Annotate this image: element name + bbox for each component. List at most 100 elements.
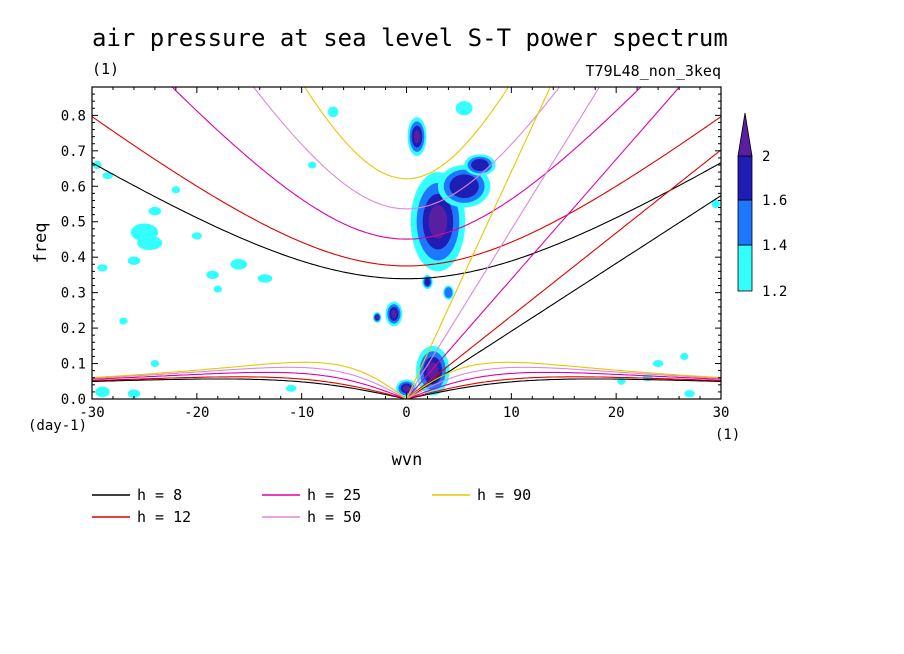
legend-entry: h = 90 bbox=[432, 486, 531, 504]
x-tick-label: -30 bbox=[79, 405, 104, 421]
contour-level-3 bbox=[428, 204, 448, 239]
contour-level-0 bbox=[327, 106, 339, 118]
contour-blob bbox=[191, 232, 203, 240]
y-unit-label: (day-1) bbox=[28, 418, 87, 434]
contour-level-0 bbox=[684, 390, 695, 398]
contour-level-0 bbox=[102, 172, 113, 180]
y-axis-label: freq bbox=[31, 223, 51, 264]
contour-blob bbox=[327, 106, 339, 118]
dispersion-curves-h8 bbox=[92, 162, 721, 399]
colorbar-segment bbox=[737, 199, 753, 246]
x-axis-label: wvn bbox=[392, 450, 423, 470]
contour-level-0 bbox=[680, 352, 689, 361]
contour-level-0 bbox=[652, 360, 664, 368]
contour-level-0 bbox=[95, 386, 110, 398]
x-tick-label: -20 bbox=[184, 405, 209, 421]
y-tick-label: 0.0 bbox=[61, 392, 86, 408]
x-tick-label: 30 bbox=[713, 405, 730, 421]
contour-blob bbox=[102, 172, 113, 180]
chart-title: air pressure at sea level S-T power spec… bbox=[92, 24, 728, 52]
contour-blob bbox=[257, 274, 273, 283]
x-tick-label: 0 bbox=[402, 405, 410, 421]
legend-entry: h = 12 bbox=[92, 508, 191, 526]
contour-level-0 bbox=[285, 384, 297, 392]
contour-level-0 bbox=[213, 285, 222, 293]
y-tick-label: 0.1 bbox=[61, 357, 86, 373]
kelvin-wave-curve bbox=[405, 87, 551, 399]
contour-blob bbox=[422, 274, 433, 290]
contour-blob bbox=[455, 101, 473, 116]
contour-blob bbox=[95, 386, 110, 398]
kelvin-wave-curve bbox=[406, 87, 681, 399]
chart-subtitle-right: T79L48_non_3keq bbox=[586, 62, 721, 80]
contour-blob bbox=[127, 389, 141, 398]
inertia-gravity-curve bbox=[92, 116, 721, 267]
contour-level-0 bbox=[711, 199, 720, 209]
rossby-wave-curve bbox=[92, 371, 721, 399]
plot-frame bbox=[91, 86, 722, 400]
contour-level-0 bbox=[206, 270, 219, 280]
chart-subtitle-left: (1) bbox=[92, 60, 119, 78]
contour-blob bbox=[148, 206, 162, 216]
contour-level-0 bbox=[119, 317, 128, 325]
contour-blob bbox=[213, 285, 222, 293]
contour-blob bbox=[150, 360, 160, 368]
contour-blob bbox=[119, 317, 128, 325]
colorbar: 1.2 1.4 1.6 2 bbox=[737, 112, 787, 300]
contour-blob bbox=[684, 390, 695, 398]
contour-blob bbox=[372, 312, 382, 323]
contour-blob bbox=[285, 384, 297, 392]
inertia-gravity-curve bbox=[171, 87, 642, 240]
contour-level-0 bbox=[148, 206, 162, 216]
contour-level-0 bbox=[191, 232, 203, 240]
contour-level-0 bbox=[230, 258, 248, 270]
x-tick-label: 20 bbox=[608, 405, 625, 421]
contour-blob bbox=[307, 161, 317, 169]
rossby-wave-curve bbox=[92, 376, 721, 399]
contour-level-3 bbox=[375, 315, 379, 320]
contour-level-0 bbox=[97, 264, 108, 272]
x-tick-label: -10 bbox=[289, 405, 314, 421]
contour-level-0 bbox=[171, 186, 181, 194]
rossby-wave-curve bbox=[92, 378, 721, 399]
y-tick-label: 0.4 bbox=[61, 250, 86, 266]
legend-entry: h = 8 bbox=[92, 486, 182, 504]
dispersion-curves-h12 bbox=[92, 116, 721, 399]
legend-label: h = 25 bbox=[307, 486, 361, 504]
colorbar-extend-arrow bbox=[737, 112, 753, 157]
contour-level-1 bbox=[444, 287, 453, 299]
contour-blob bbox=[437, 165, 491, 208]
contour-level-0 bbox=[307, 161, 317, 169]
legend-label: h = 50 bbox=[307, 508, 361, 526]
legend-label: h = 8 bbox=[137, 486, 182, 504]
legend-label: h = 12 bbox=[137, 508, 191, 526]
contour-level-3 bbox=[391, 309, 397, 319]
contour-level-3 bbox=[413, 130, 421, 144]
y-tick-label: 0.5 bbox=[61, 215, 86, 231]
colorbar-label: 1.6 bbox=[762, 193, 787, 209]
contour-blob bbox=[127, 256, 141, 265]
contour-blob bbox=[711, 199, 720, 209]
y-tick-label: 0.7 bbox=[61, 144, 86, 160]
contour-blob bbox=[407, 117, 427, 157]
inertia-gravity-curve bbox=[92, 162, 721, 280]
kelvin-wave-curve bbox=[406, 87, 601, 399]
y-tick-label: 0.3 bbox=[61, 286, 86, 302]
inertia-gravity-curve bbox=[252, 87, 561, 210]
legend-label: h = 90 bbox=[477, 486, 531, 504]
contour-blob bbox=[680, 352, 689, 361]
axis-ticks: -30 -20 -10 0 10 20 30 0.0 0.1 0.2 0.3 0.4 0.5 0.6 0.7… bbox=[61, 86, 730, 421]
contour-blob bbox=[206, 270, 219, 280]
contour-blob bbox=[464, 154, 496, 176]
contour-level-0 bbox=[150, 360, 160, 368]
contour-level-2 bbox=[471, 159, 489, 171]
colorbar-label: 1.4 bbox=[762, 238, 787, 254]
contour-level-0 bbox=[257, 274, 273, 283]
contour-blob bbox=[97, 264, 108, 272]
contour-blob bbox=[443, 285, 454, 300]
contour-level-2 bbox=[424, 278, 431, 286]
colorbar-label: 2 bbox=[762, 149, 770, 165]
dispersion-curves-h25 bbox=[92, 87, 721, 399]
contour-blob bbox=[652, 360, 664, 368]
